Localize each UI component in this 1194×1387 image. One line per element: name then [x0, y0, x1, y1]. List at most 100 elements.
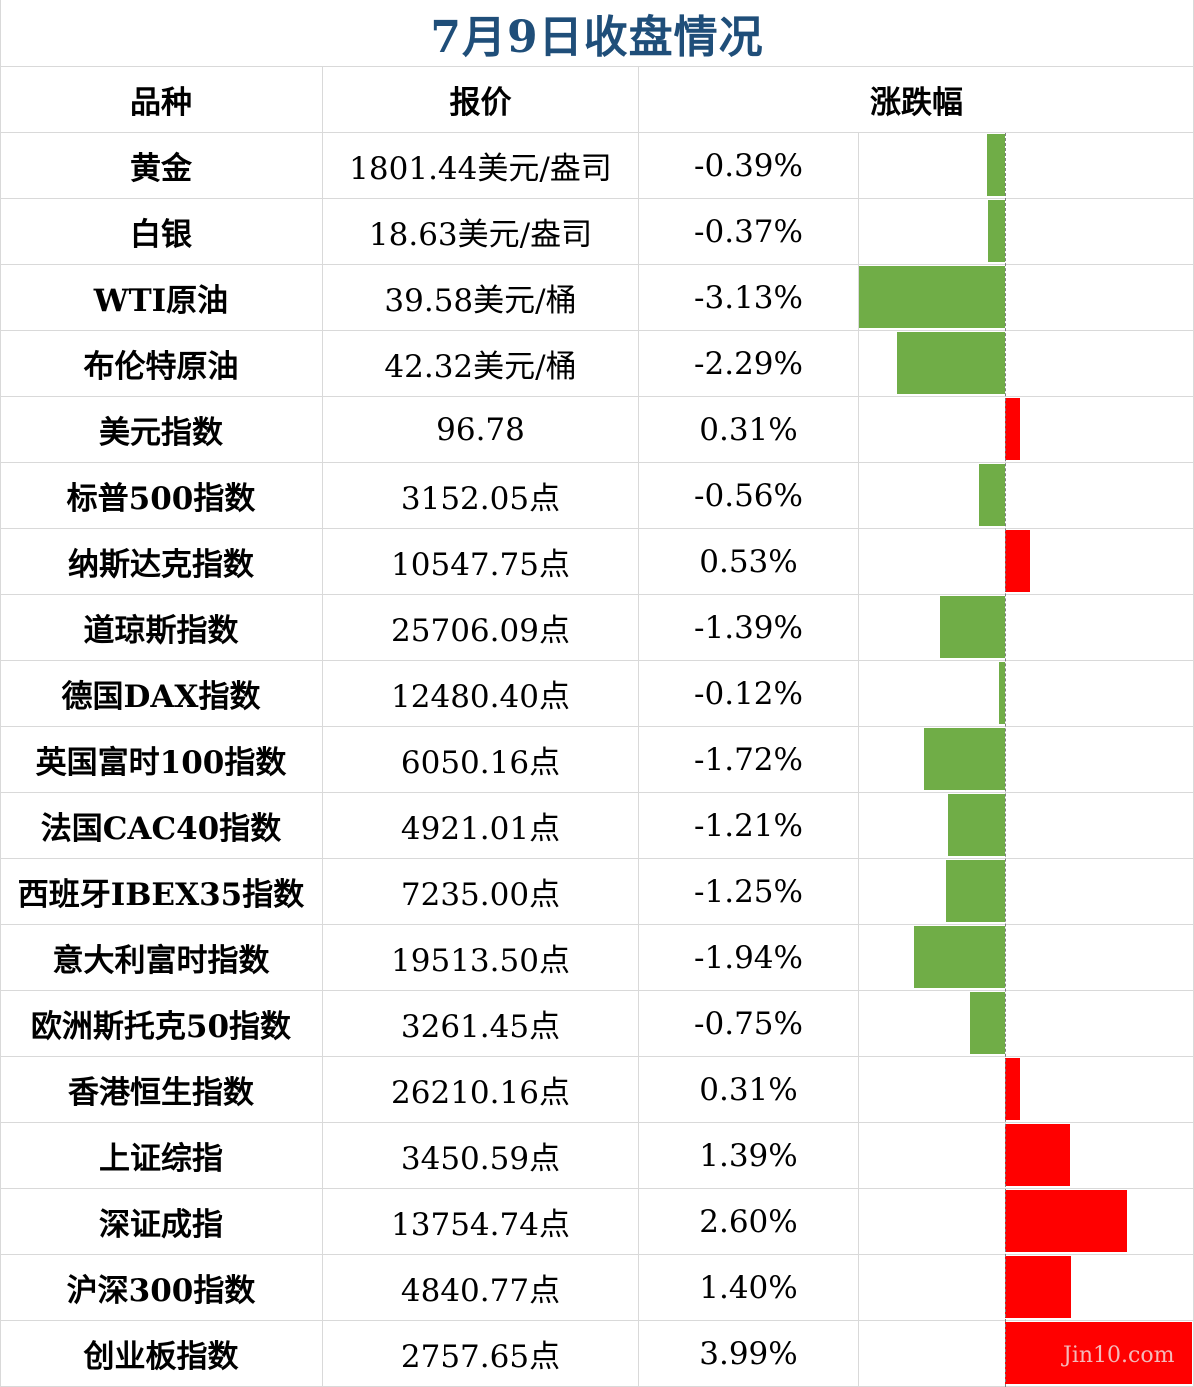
- instrument-name: 美元指数: [0, 397, 323, 462]
- instrument-change: -0.37%: [639, 199, 859, 264]
- instrument-price: 26210.16点: [323, 1057, 639, 1122]
- instrument-price: 3261.45点: [323, 991, 639, 1056]
- table-row: 欧洲斯托克50指数 3261.45点 -0.75%: [0, 991, 1194, 1057]
- instrument-name: 香港恒生指数: [0, 1057, 323, 1122]
- table-row: 深证成指 13754.74点 2.60%: [0, 1189, 1194, 1255]
- change-bar-cell: [859, 1255, 1194, 1321]
- instrument-price: 3450.59点: [323, 1123, 639, 1188]
- negative-change-bar: [986, 134, 1005, 196]
- instrument-name: 沪深300指数: [0, 1255, 323, 1320]
- instrument-price: 39.58美元/桶: [323, 265, 639, 330]
- table-row: 法国CAC40指数 4921.01点 -1.21%: [0, 793, 1194, 859]
- change-bar-cell: [859, 397, 1194, 463]
- negative-change-bar: [897, 332, 1005, 394]
- change-bar-cell: [859, 925, 1194, 991]
- change-bar-cell: [859, 1189, 1194, 1255]
- instrument-price: 96.78: [323, 397, 639, 462]
- change-bar-cell: [859, 1057, 1194, 1123]
- table-row: 上证综指 3450.59点 1.39%: [0, 1123, 1194, 1189]
- instrument-price: 6050.16点: [323, 727, 639, 792]
- table-row: 布伦特原油 42.32美元/桶 -2.29%: [0, 331, 1194, 397]
- instrument-name: 德国DAX指数: [0, 661, 323, 726]
- instrument-name: 黄金: [0, 133, 323, 198]
- table-row: 黄金 1801.44美元/盎司 -0.39%: [0, 133, 1194, 199]
- instrument-price: 10547.75点: [323, 529, 639, 594]
- instrument-change: -0.75%: [639, 991, 859, 1056]
- instrument-price: 2757.65点: [323, 1321, 639, 1386]
- instrument-price: 42.32美元/桶: [323, 331, 639, 396]
- table-row: 标普500指数 3152.05点 -0.56%: [0, 463, 1194, 529]
- page-title: 7月9日收盘情况: [0, 0, 1194, 67]
- negative-change-bar: [948, 794, 1005, 856]
- market-close-table: 品种 报价 涨跌幅 黄金 1801.44美元/盎司 -0.39% 白银 18.63美元/…: [0, 67, 1194, 1387]
- instrument-name: 深证成指: [0, 1189, 323, 1254]
- table-row: 沪深300指数 4840.77点 1.40%: [0, 1255, 1194, 1321]
- table-row: 纳斯达克指数 10547.75点 0.53%: [0, 529, 1194, 595]
- instrument-change: -3.13%: [639, 265, 859, 330]
- instrument-price: 1801.44美元/盎司: [323, 133, 639, 198]
- negative-change-bar: [999, 662, 1005, 724]
- negative-change-bar: [924, 728, 1005, 790]
- negative-change-bar: [859, 266, 1005, 328]
- instrument-name: 道琼斯指数: [0, 595, 323, 660]
- instrument-change: -1.94%: [639, 925, 859, 990]
- instrument-change: 3.99%: [639, 1321, 859, 1386]
- instrument-name: 英国富时100指数: [0, 727, 323, 792]
- positive-change-bar: [1005, 1058, 1020, 1120]
- negative-change-bar: [969, 992, 1005, 1054]
- table-row: 意大利富时指数 19513.50点 -1.94%: [0, 925, 1194, 991]
- instrument-change: -1.25%: [639, 859, 859, 924]
- change-bar-cell: [859, 793, 1194, 859]
- column-header-change: 涨跌幅: [870, 85, 963, 121]
- instrument-name: 白银: [0, 199, 323, 264]
- instrument-price: 18.63美元/盎司: [323, 199, 639, 264]
- negative-change-bar: [939, 596, 1005, 658]
- positive-change-bar: [1005, 1256, 1071, 1318]
- table-row: 美元指数 96.78 0.31%: [0, 397, 1194, 463]
- watermark: Jin10.com: [1063, 1343, 1175, 1368]
- change-bar-cell: [859, 529, 1194, 595]
- instrument-change: -0.56%: [639, 463, 859, 528]
- instrument-change: 0.53%: [639, 529, 859, 594]
- positive-change-bar: [1005, 1322, 1192, 1384]
- instrument-change: 1.39%: [639, 1123, 859, 1188]
- change-bar-cell: [859, 1123, 1194, 1189]
- instrument-change: 0.31%: [639, 1057, 859, 1122]
- positive-change-bar: [1005, 530, 1030, 592]
- instrument-name: 上证综指: [0, 1123, 323, 1188]
- instrument-price: 19513.50点: [323, 925, 639, 990]
- instrument-change: 2.60%: [639, 1189, 859, 1254]
- positive-change-bar: [1005, 398, 1020, 460]
- negative-change-bar: [978, 464, 1005, 526]
- table-row: 西班牙IBEX35指数 7235.00点 -1.25%: [0, 859, 1194, 925]
- instrument-change: 1.40%: [639, 1255, 859, 1320]
- instrument-name: 标普500指数: [0, 463, 323, 528]
- instrument-change: -0.12%: [639, 661, 859, 726]
- instrument-name: 创业板指数: [0, 1321, 323, 1386]
- negative-change-bar: [987, 200, 1005, 262]
- positive-change-bar: [1005, 1124, 1071, 1186]
- table-row: 白银 18.63美元/盎司 -0.37%: [0, 199, 1194, 265]
- instrument-change: 0.31%: [639, 397, 859, 462]
- instrument-price: 4921.01点: [323, 793, 639, 858]
- instrument-change: -1.39%: [639, 595, 859, 660]
- instrument-change: -1.72%: [639, 727, 859, 792]
- table-body: 黄金 1801.44美元/盎司 -0.39% 白银 18.63美元/盎司 -0.37% WT…: [0, 133, 1194, 1387]
- change-bar-cell: [859, 331, 1194, 397]
- negative-change-bar: [913, 926, 1005, 988]
- instrument-name: 意大利富时指数: [0, 925, 323, 990]
- change-bar-cell: [859, 661, 1194, 727]
- column-header-price: 报价: [323, 67, 639, 132]
- instrument-name: 法国CAC40指数: [0, 793, 323, 858]
- negative-change-bar: [946, 860, 1005, 922]
- instrument-price: 4840.77点: [323, 1255, 639, 1320]
- instrument-price: 7235.00点: [323, 859, 639, 924]
- instrument-name: 纳斯达克指数: [0, 529, 323, 594]
- instrument-name: 布伦特原油: [0, 331, 323, 396]
- table-row: 香港恒生指数 26210.16点 0.31%: [0, 1057, 1194, 1123]
- instrument-name: WTI原油: [0, 265, 323, 330]
- instrument-change: -0.39%: [639, 133, 859, 198]
- instrument-price: 25706.09点: [323, 595, 639, 660]
- positive-change-bar: [1005, 1190, 1128, 1252]
- table-row: 德国DAX指数 12480.40点 -0.12%: [0, 661, 1194, 727]
